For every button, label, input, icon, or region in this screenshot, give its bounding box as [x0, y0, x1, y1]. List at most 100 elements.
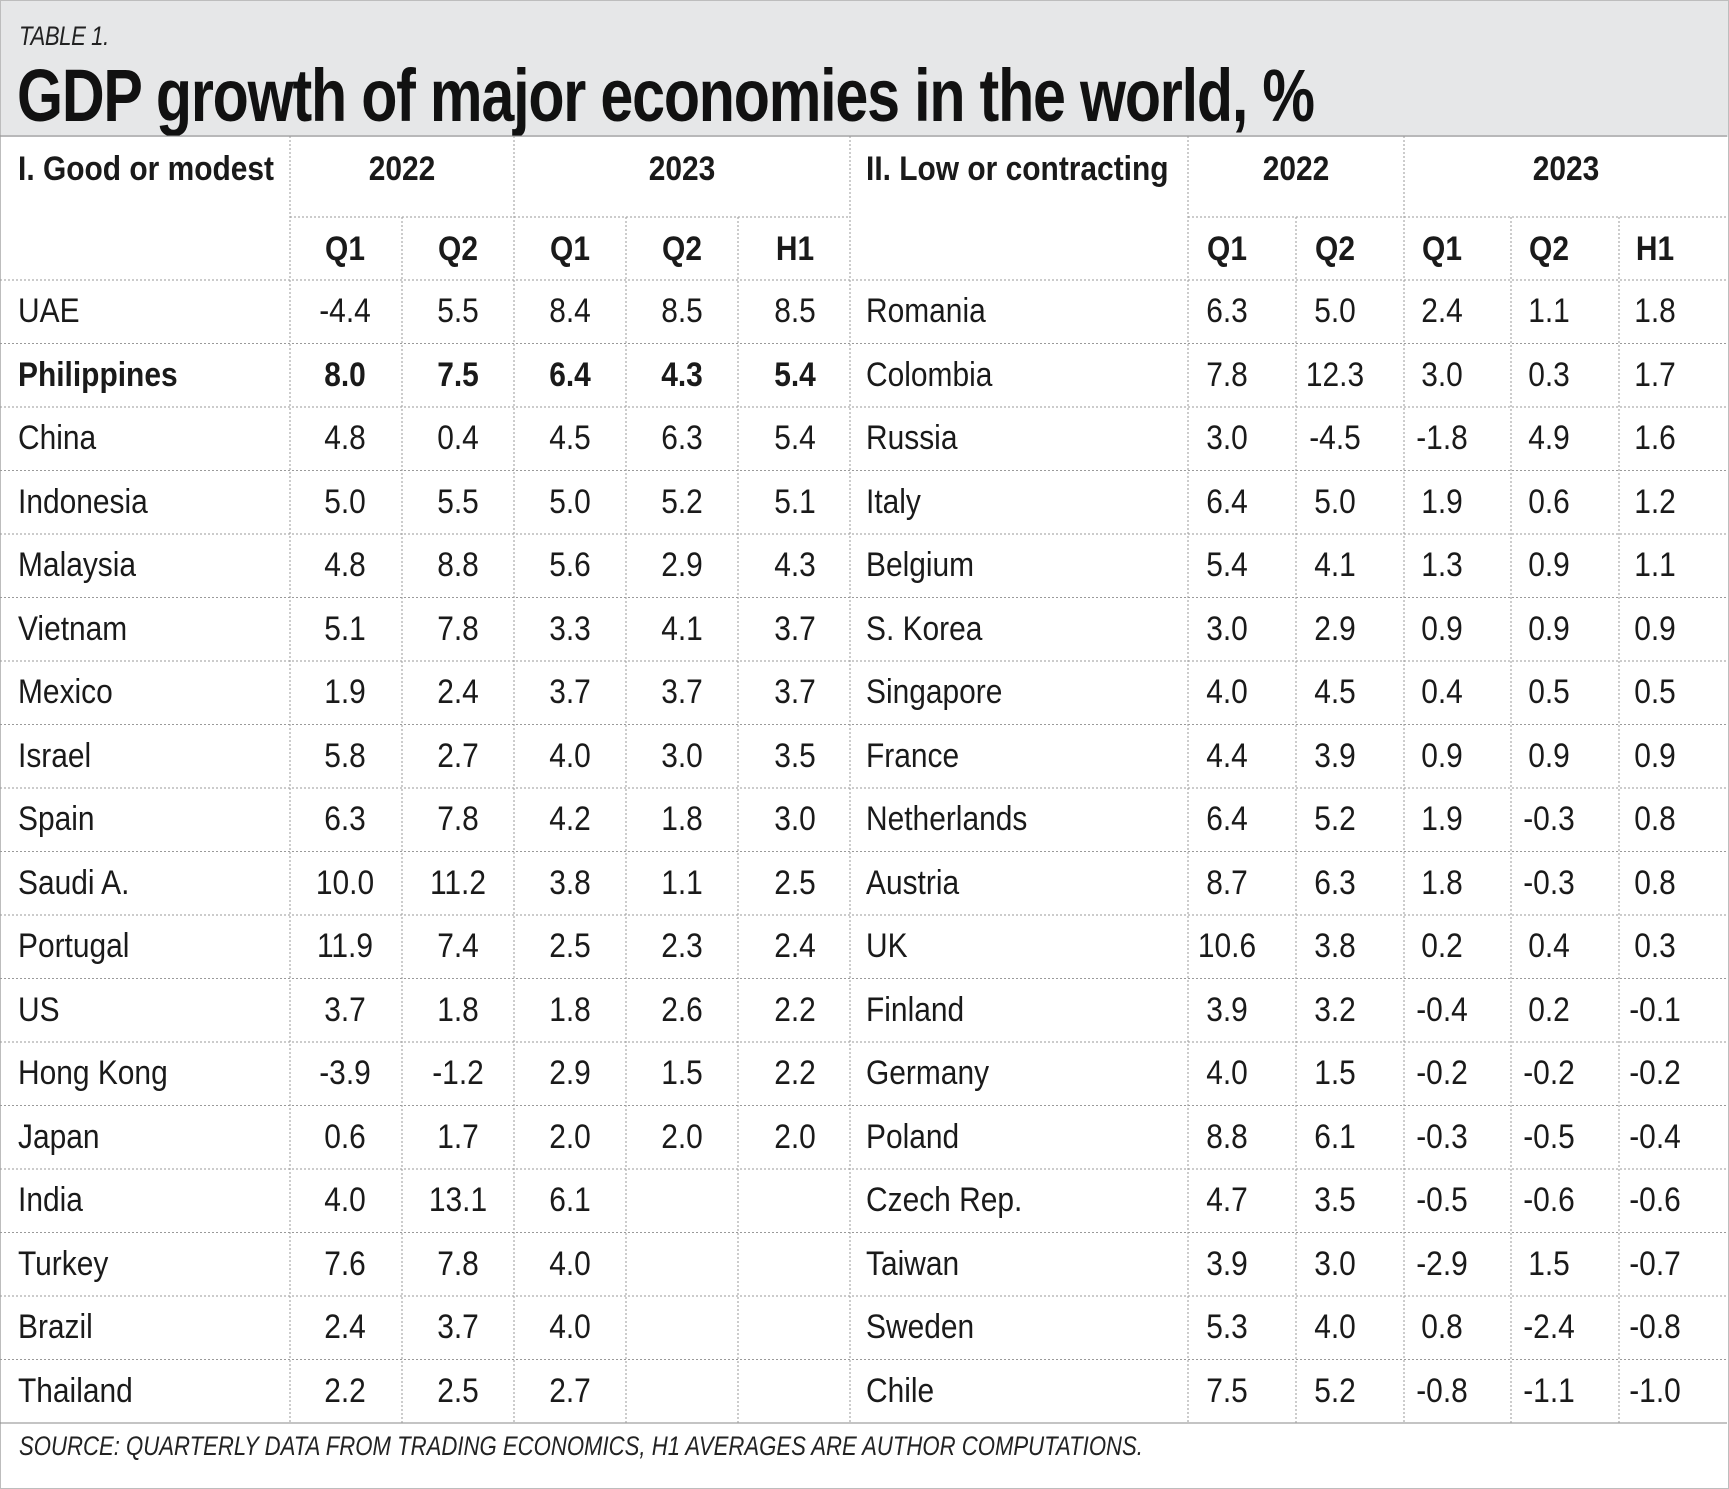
data-cell: 7.8 — [437, 1244, 479, 1283]
data-cell: 6.4 — [1206, 482, 1248, 521]
source-note: SOURCE: QUARTERLY DATA FROM TRADING ECON… — [19, 1431, 1143, 1461]
data-cell: 8.8 — [437, 546, 479, 584]
data-cell: -1.1 — [1523, 1371, 1575, 1410]
data-cell: 2.4 — [324, 1308, 366, 1346]
data-cell: 5.4 — [774, 355, 816, 394]
data-cell: 8.8 — [1206, 1117, 1248, 1156]
data-cell: 2.2 — [324, 1371, 366, 1410]
data-cell: 7.8 — [437, 609, 479, 648]
data-cell: 1.6 — [1634, 419, 1676, 457]
row-label: Austria — [866, 863, 960, 902]
row-label: Vietnam — [18, 609, 128, 648]
data-cell: 13.1 — [428, 1181, 488, 1219]
data-cell: 0.9 — [1421, 736, 1463, 775]
year-header-2022: 2022 — [1262, 150, 1330, 188]
data-cell: 0.8 — [1634, 800, 1676, 838]
data-cell: 6.4 — [549, 355, 591, 394]
row-label: Hong Kong — [18, 1054, 168, 1092]
column-header-h1: H1 — [1635, 230, 1675, 268]
data-cell: 0.9 — [1528, 546, 1570, 584]
data-cell: 6.4 — [1206, 800, 1248, 838]
data-cell: 5.0 — [549, 482, 591, 521]
row-label: Taiwan — [866, 1244, 960, 1283]
data-cell: 0.4 — [437, 419, 479, 457]
row-label: Germany — [866, 1054, 990, 1092]
data-cell: 6.1 — [1314, 1117, 1356, 1156]
data-cell: 5.4 — [1206, 546, 1248, 584]
data-cell: 11.2 — [429, 863, 487, 902]
data-cell: 4.2 — [549, 800, 591, 838]
data-cell: 2.2 — [774, 1054, 816, 1092]
data-cell: -0.3 — [1523, 800, 1575, 838]
data-cell: 3.7 — [774, 673, 816, 711]
data-cell: 7.8 — [437, 800, 479, 838]
data-cell: -0.5 — [1416, 1181, 1468, 1219]
data-cell: 2.0 — [661, 1117, 703, 1156]
data-cell: 0.9 — [1528, 736, 1570, 775]
data-cell: 3.8 — [549, 863, 591, 902]
data-cell: 5.2 — [1314, 800, 1356, 838]
data-cell: -0.4 — [1629, 1117, 1681, 1156]
data-cell: 8.0 — [324, 355, 366, 394]
data-cell: 4.3 — [774, 546, 816, 584]
row-label: Mexico — [18, 673, 113, 711]
data-cell: -0.2 — [1416, 1054, 1468, 1092]
data-cell: 7.5 — [1206, 1371, 1248, 1410]
data-cell: 0.6 — [324, 1117, 366, 1156]
data-cell: 7.5 — [437, 355, 479, 394]
data-cell: 7.4 — [437, 927, 479, 965]
data-cell: 2.4 — [1421, 292, 1463, 330]
data-cell: 2.4 — [437, 673, 479, 711]
data-cell: 4.8 — [324, 546, 366, 584]
data-cell: -0.1 — [1629, 990, 1681, 1029]
data-cell: 1.9 — [324, 673, 366, 711]
data-cell: 6.3 — [1314, 863, 1356, 902]
data-cell: 3.0 — [1314, 1244, 1356, 1283]
column-header-q1: Q1 — [1422, 230, 1462, 268]
data-cell: 3.9 — [1314, 736, 1356, 775]
data-cell: -1.8 — [1416, 419, 1468, 457]
row-label: Spain — [18, 800, 95, 838]
data-cell: 0.5 — [1634, 673, 1676, 711]
column-header-q2: Q2 — [1315, 230, 1355, 268]
data-cell: 2.4 — [774, 927, 816, 965]
data-cell: 3.0 — [1206, 609, 1248, 648]
row-label: France — [866, 736, 960, 775]
data-cell: -0.6 — [1629, 1181, 1681, 1219]
row-label: Czech Rep. — [866, 1181, 1023, 1219]
year-header-2022: 2022 — [368, 150, 436, 188]
data-cell: 3.7 — [324, 990, 366, 1029]
table-header: TABLE 1. GDP growth of major economies i… — [1, 1, 1728, 137]
data-cell: 3.5 — [774, 736, 816, 775]
data-cell: -0.8 — [1629, 1308, 1681, 1346]
data-cell: 1.7 — [437, 1117, 479, 1156]
data-cell: 1.8 — [1634, 292, 1676, 330]
row-label: Philippines — [18, 355, 178, 394]
data-cell: 2.9 — [549, 1054, 591, 1092]
data-cell: 0.9 — [1421, 609, 1463, 648]
data-cell: 1.9 — [1421, 800, 1463, 838]
data-cell: 3.2 — [1314, 990, 1356, 1029]
data-cell: 8.5 — [661, 292, 703, 330]
data-cell: 3.7 — [549, 673, 591, 711]
data-cell: 4.8 — [324, 419, 366, 457]
data-cell: 5.1 — [774, 482, 816, 521]
data-cell: 8.4 — [549, 292, 591, 330]
data-cell: 1.1 — [1528, 292, 1570, 330]
data-cell: 5.0 — [324, 482, 366, 521]
row-label: Japan — [18, 1117, 100, 1156]
row-label: Portugal — [18, 927, 130, 965]
data-cell: 2.0 — [774, 1117, 816, 1156]
row-label: Belgium — [866, 546, 975, 584]
data-cell: -3.9 — [319, 1054, 371, 1092]
column-header-q1: Q1 — [325, 230, 365, 268]
data-cell: 5.5 — [437, 292, 479, 330]
data-cell: 6.1 — [549, 1181, 591, 1219]
data-cell: 2.6 — [661, 990, 703, 1029]
data-cell: 4.0 — [1206, 1054, 1248, 1092]
row-label: UK — [866, 927, 908, 965]
table-tag: TABLE 1. — [19, 21, 109, 51]
data-cell: 2.5 — [549, 927, 591, 965]
data-cell: 1.7 — [1634, 355, 1676, 394]
data-cell: 4.5 — [549, 419, 591, 457]
